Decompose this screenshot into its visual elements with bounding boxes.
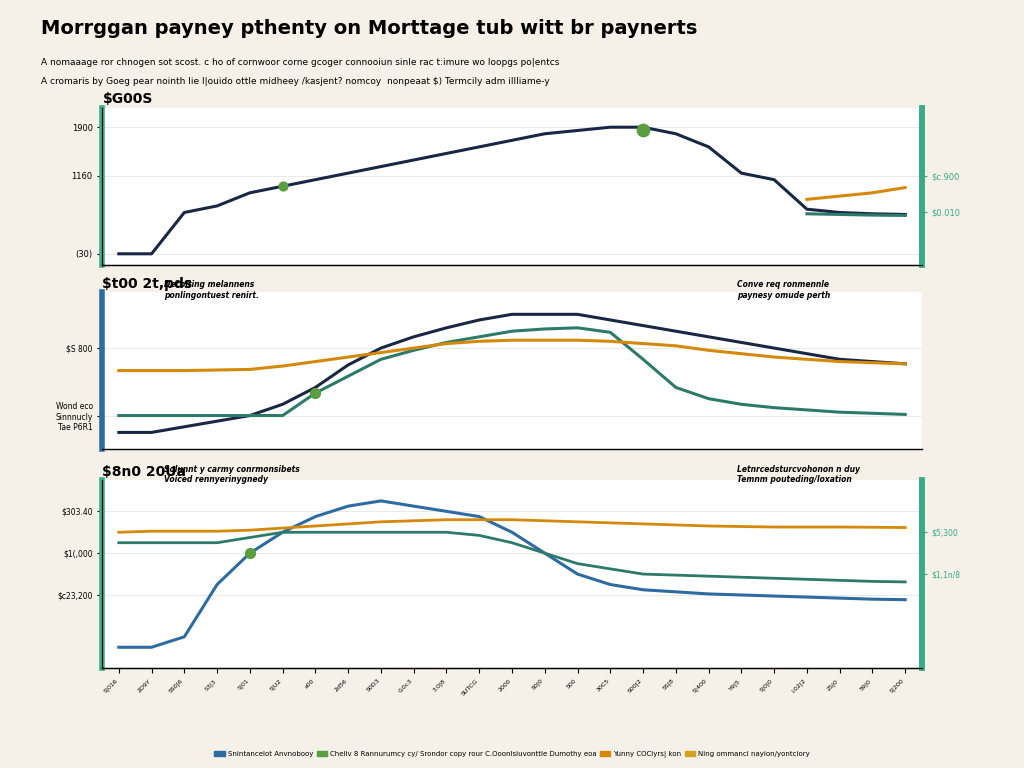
Text: Conve req ronmennle
paynesy omude perth: Conve req ronmennle paynesy omude perth [737,280,830,300]
Point [274,180,291,193]
Text: $G00S: $G00S [102,92,153,106]
Text: $t00 2t,pds: $t00 2t,pds [102,276,193,290]
Text: A nomaaage ror chnogen sot scost. c ho of cornwoor corne gcoger connooiun sinle : A nomaaage ror chnogen sot scost. c ho o… [41,58,559,67]
Text: Solunnt y carmy conrmonsibets
Voiced rennyerinygnedy: Solunnt y carmy conrmonsibets Voiced ren… [164,465,300,484]
Text: Decoiting melannens
ponlingontuest renirt.: Decoiting melannens ponlingontuest renir… [164,280,259,300]
Point [307,387,324,399]
Text: A cromaris by Goeg pear nointh lie l|ouido ottle midheey /kasjent? nomcoy  nonpe: A cromaris by Goeg pear nointh lie l|oui… [41,77,550,86]
Point [635,124,651,137]
Point [242,547,258,559]
Text: Letnrcedsturcvohonon n duy
Temnm pouteding/loxation: Letnrcedsturcvohonon n duy Temnm poutedi… [737,465,860,484]
Legend: Snintancelot Anvnobooy, Cheliv 8 Rannurumcy cy/ Srondor copy rour C.Ooonlsiuvont: Snintancelot Anvnobooy, Cheliv 8 Rannuru… [212,748,812,760]
Text: $8n0 20Ua: $8n0 20Ua [102,465,186,478]
Text: Morrggan payney pthenty on Morttage tub witt br paynerts: Morrggan payney pthenty on Morttage tub … [41,19,697,38]
